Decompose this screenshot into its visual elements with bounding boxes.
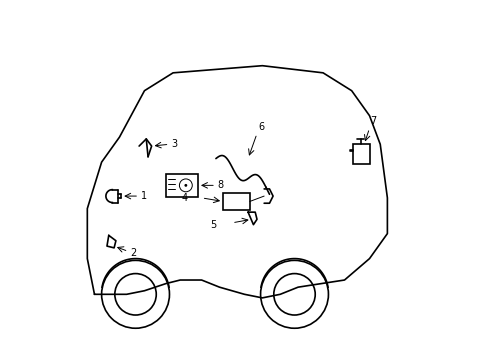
Bar xyxy=(223,193,249,210)
Text: 7: 7 xyxy=(369,116,376,126)
Text: 6: 6 xyxy=(258,122,264,132)
Text: 2: 2 xyxy=(130,248,136,258)
Text: 4: 4 xyxy=(182,193,188,203)
Text: 3: 3 xyxy=(171,139,177,149)
Text: 8: 8 xyxy=(217,180,224,190)
Text: 1: 1 xyxy=(141,191,147,201)
FancyBboxPatch shape xyxy=(165,174,198,197)
Bar xyxy=(353,144,369,164)
Circle shape xyxy=(184,184,187,187)
Text: 5: 5 xyxy=(210,220,216,230)
